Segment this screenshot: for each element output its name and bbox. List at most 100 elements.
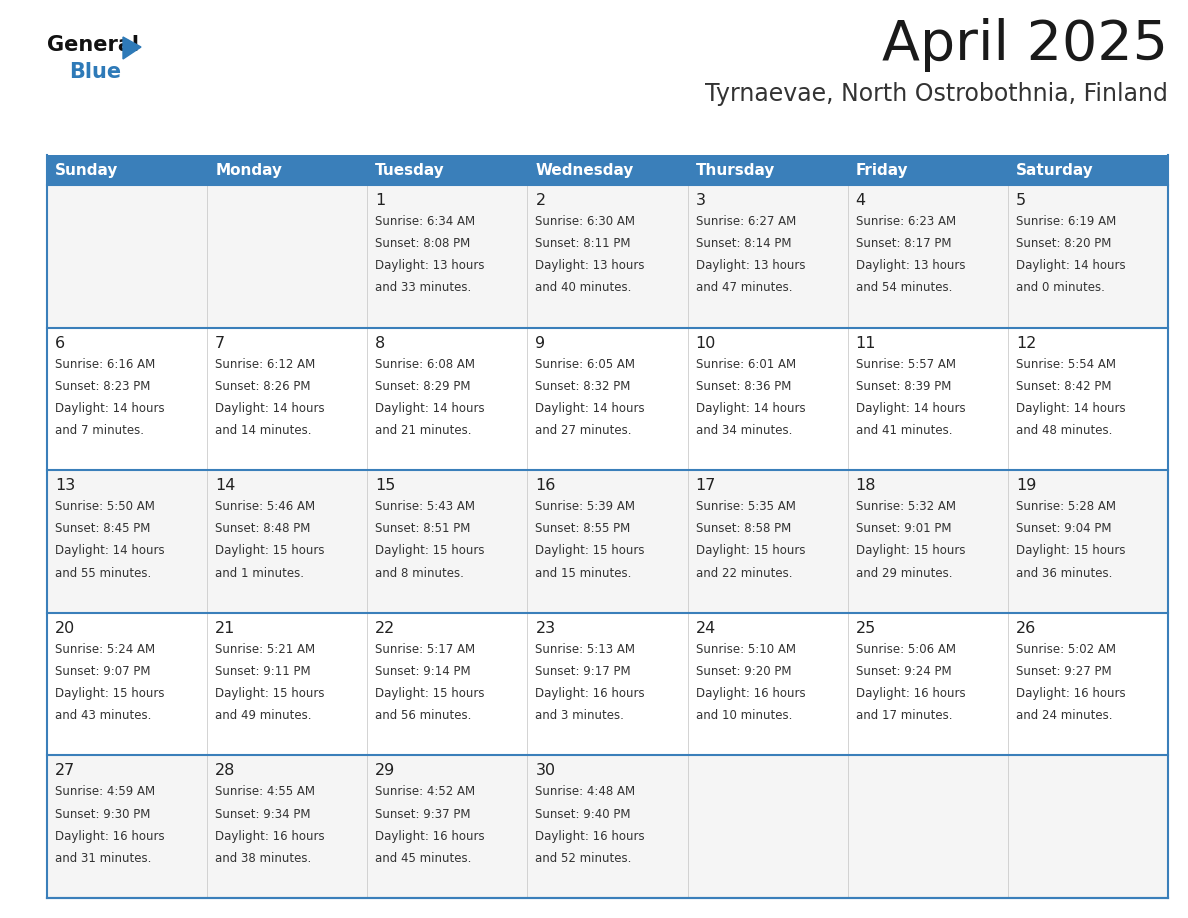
Text: Friday: Friday	[855, 162, 909, 177]
Text: Daylight: 16 hours: Daylight: 16 hours	[855, 687, 966, 700]
Text: Daylight: 15 hours: Daylight: 15 hours	[1016, 544, 1125, 557]
Text: Sunrise: 4:55 AM: Sunrise: 4:55 AM	[215, 786, 315, 799]
Text: Sunset: 8:48 PM: Sunset: 8:48 PM	[215, 522, 310, 535]
Text: Sunrise: 5:54 AM: Sunrise: 5:54 AM	[1016, 358, 1116, 371]
Text: 23: 23	[536, 621, 556, 636]
Bar	[688, 756, 848, 898]
Text: Sunset: 8:08 PM: Sunset: 8:08 PM	[375, 237, 470, 250]
Text: Daylight: 13 hours: Daylight: 13 hours	[695, 259, 805, 273]
Text: and 21 minutes.: and 21 minutes.	[375, 424, 472, 437]
Bar	[367, 155, 527, 185]
Text: Tyrnaevae, North Ostrobothnia, Finland: Tyrnaevae, North Ostrobothnia, Finland	[706, 82, 1168, 106]
Polygon shape	[124, 37, 141, 59]
Text: Sunrise: 5:39 AM: Sunrise: 5:39 AM	[536, 500, 636, 513]
Text: Sunset: 9:17 PM: Sunset: 9:17 PM	[536, 665, 631, 677]
Text: 20: 20	[55, 621, 75, 636]
Bar	[207, 185, 367, 328]
Text: Daylight: 16 hours: Daylight: 16 hours	[55, 830, 165, 843]
Text: 7: 7	[215, 336, 226, 351]
Bar	[527, 155, 688, 185]
Bar	[527, 613, 688, 756]
Text: Sunrise: 5:28 AM: Sunrise: 5:28 AM	[1016, 500, 1116, 513]
Text: Sunrise: 6:08 AM: Sunrise: 6:08 AM	[375, 358, 475, 371]
Text: Sunset: 9:11 PM: Sunset: 9:11 PM	[215, 665, 311, 677]
Text: Sunset: 9:07 PM: Sunset: 9:07 PM	[55, 665, 151, 677]
Text: 22: 22	[375, 621, 396, 636]
Text: Daylight: 16 hours: Daylight: 16 hours	[536, 687, 645, 700]
Text: Sunset: 8:45 PM: Sunset: 8:45 PM	[55, 522, 151, 535]
Text: and 3 minutes.: and 3 minutes.	[536, 709, 625, 722]
Text: Daylight: 15 hours: Daylight: 15 hours	[215, 544, 324, 557]
Text: and 22 minutes.: and 22 minutes.	[695, 566, 792, 579]
Text: Sunset: 8:36 PM: Sunset: 8:36 PM	[695, 380, 791, 393]
Bar	[1007, 328, 1168, 470]
Text: 24: 24	[695, 621, 716, 636]
Text: Daylight: 13 hours: Daylight: 13 hours	[536, 259, 645, 273]
Text: 18: 18	[855, 478, 877, 493]
Text: Daylight: 14 hours: Daylight: 14 hours	[55, 402, 165, 415]
Text: Daylight: 16 hours: Daylight: 16 hours	[375, 830, 485, 843]
Text: Daylight: 15 hours: Daylight: 15 hours	[215, 687, 324, 700]
Text: 1: 1	[375, 193, 386, 208]
Bar	[48, 470, 207, 613]
Text: Sunrise: 5:10 AM: Sunrise: 5:10 AM	[695, 643, 796, 655]
Text: 10: 10	[695, 336, 716, 351]
Text: Sunrise: 5:35 AM: Sunrise: 5:35 AM	[695, 500, 796, 513]
Text: and 34 minutes.: and 34 minutes.	[695, 424, 792, 437]
Bar	[1007, 470, 1168, 613]
Text: 30: 30	[536, 764, 556, 778]
Text: 25: 25	[855, 621, 876, 636]
Text: and 36 minutes.: and 36 minutes.	[1016, 566, 1112, 579]
Bar	[527, 470, 688, 613]
Text: Sunset: 8:42 PM: Sunset: 8:42 PM	[1016, 380, 1111, 393]
Bar	[848, 470, 1007, 613]
Text: and 43 minutes.: and 43 minutes.	[55, 709, 151, 722]
Text: Sunrise: 5:43 AM: Sunrise: 5:43 AM	[375, 500, 475, 513]
Text: Daylight: 14 hours: Daylight: 14 hours	[215, 402, 324, 415]
Text: 2: 2	[536, 193, 545, 208]
Text: Sunset: 8:39 PM: Sunset: 8:39 PM	[855, 380, 952, 393]
Text: 27: 27	[55, 764, 75, 778]
Text: Sunset: 8:17 PM: Sunset: 8:17 PM	[855, 237, 952, 250]
Text: Sunset: 8:58 PM: Sunset: 8:58 PM	[695, 522, 791, 535]
Text: Sunrise: 4:48 AM: Sunrise: 4:48 AM	[536, 786, 636, 799]
Text: and 56 minutes.: and 56 minutes.	[375, 709, 472, 722]
Text: Sunset: 8:11 PM: Sunset: 8:11 PM	[536, 237, 631, 250]
Text: Sunset: 9:34 PM: Sunset: 9:34 PM	[215, 808, 310, 821]
Text: and 40 minutes.: and 40 minutes.	[536, 281, 632, 295]
Text: Sunrise: 4:52 AM: Sunrise: 4:52 AM	[375, 786, 475, 799]
Text: Daylight: 15 hours: Daylight: 15 hours	[536, 544, 645, 557]
Text: and 1 minutes.: and 1 minutes.	[215, 566, 304, 579]
Text: Daylight: 14 hours: Daylight: 14 hours	[536, 402, 645, 415]
Text: Sunday: Sunday	[55, 162, 119, 177]
Text: Sunset: 9:04 PM: Sunset: 9:04 PM	[1016, 522, 1111, 535]
Bar	[207, 613, 367, 756]
Bar	[1007, 613, 1168, 756]
Bar	[48, 328, 207, 470]
Text: and 45 minutes.: and 45 minutes.	[375, 852, 472, 865]
Text: Sunset: 8:55 PM: Sunset: 8:55 PM	[536, 522, 631, 535]
Text: and 15 minutes.: and 15 minutes.	[536, 566, 632, 579]
Text: Sunset: 8:26 PM: Sunset: 8:26 PM	[215, 380, 310, 393]
Text: Daylight: 15 hours: Daylight: 15 hours	[855, 544, 965, 557]
Text: 14: 14	[215, 478, 235, 493]
Text: Sunrise: 6:27 AM: Sunrise: 6:27 AM	[695, 215, 796, 228]
Bar	[688, 328, 848, 470]
Text: Daylight: 14 hours: Daylight: 14 hours	[1016, 402, 1125, 415]
Bar	[367, 756, 527, 898]
Bar	[688, 613, 848, 756]
Text: Sunset: 8:14 PM: Sunset: 8:14 PM	[695, 237, 791, 250]
Text: Daylight: 16 hours: Daylight: 16 hours	[1016, 687, 1125, 700]
Bar	[527, 185, 688, 328]
Text: 19: 19	[1016, 478, 1036, 493]
Text: 4: 4	[855, 193, 866, 208]
Text: 21: 21	[215, 621, 235, 636]
Bar	[207, 470, 367, 613]
Text: 9: 9	[536, 336, 545, 351]
Bar	[48, 756, 207, 898]
Text: and 54 minutes.: and 54 minutes.	[855, 281, 952, 295]
Text: Wednesday: Wednesday	[536, 162, 634, 177]
Bar	[688, 155, 848, 185]
Text: 8: 8	[375, 336, 386, 351]
Text: and 31 minutes.: and 31 minutes.	[55, 852, 151, 865]
